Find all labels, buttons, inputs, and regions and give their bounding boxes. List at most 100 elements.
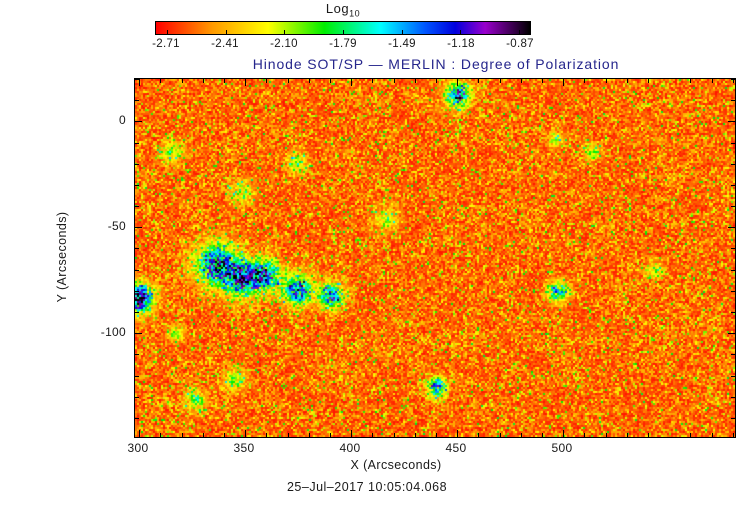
x-tick-label: 400 — [339, 441, 361, 455]
axis-tick — [135, 164, 139, 165]
axis-tick — [224, 433, 225, 437]
axis-tick — [627, 79, 628, 83]
axis-tick — [457, 79, 458, 86]
axis-tick — [500, 79, 501, 83]
axis-tick — [135, 143, 139, 144]
plot-area — [134, 78, 736, 438]
axis-tick — [330, 79, 331, 83]
axis-tick — [542, 433, 543, 437]
y-axis-label: Y (Arcseconds) — [55, 211, 69, 303]
axis-tick — [309, 433, 310, 437]
axis-tick — [478, 433, 479, 437]
axis-tick — [182, 79, 183, 83]
axis-tick — [584, 433, 585, 437]
axis-tick — [648, 79, 649, 83]
axis-tick — [182, 433, 183, 437]
axis-tick — [135, 206, 139, 207]
axis-tick — [415, 433, 416, 437]
axis-tick — [584, 79, 585, 83]
axis-tick — [478, 79, 479, 83]
axis-tick — [731, 397, 735, 398]
axis-tick — [135, 333, 142, 334]
axis-tick — [203, 433, 204, 437]
axis-tick — [135, 248, 139, 249]
axis-tick — [415, 79, 416, 83]
axis-tick — [731, 376, 735, 377]
axis-tick — [521, 433, 522, 437]
axis-tick — [135, 100, 139, 101]
axis-tick — [733, 433, 734, 437]
axis-tick — [731, 79, 735, 80]
axis-tick — [203, 79, 204, 83]
heatmap-canvas — [135, 79, 735, 437]
axis-tick — [731, 354, 735, 355]
axis-tick — [731, 100, 735, 101]
axis-tick — [606, 433, 607, 437]
x-tick-label: 450 — [445, 441, 467, 455]
axis-tick — [563, 430, 564, 437]
axis-tick — [160, 79, 161, 83]
axis-tick — [712, 433, 713, 437]
axis-tick — [135, 79, 139, 80]
x-axis-label: X (Arcseconds) — [350, 458, 442, 472]
colorbar-tick-label: -1.18 — [447, 38, 475, 50]
axis-tick — [606, 79, 607, 83]
x-tick-label: 300 — [127, 441, 149, 455]
axis-tick — [351, 79, 352, 86]
axis-tick — [266, 79, 267, 83]
colorbar-tick — [284, 30, 285, 34]
axis-tick — [372, 79, 373, 83]
colorbar-title: Log10 — [326, 1, 360, 19]
axis-tick — [731, 143, 735, 144]
axis-tick — [731, 248, 735, 249]
axis-tick — [394, 433, 395, 437]
axis-tick — [627, 433, 628, 437]
y-tick-label: 0 — [119, 113, 126, 127]
axis-tick — [731, 206, 735, 207]
axis-tick — [245, 79, 246, 86]
colorbar-tick-label: -1.79 — [329, 38, 357, 50]
axis-tick — [330, 433, 331, 437]
axis-tick — [135, 312, 139, 313]
axis-tick — [436, 79, 437, 83]
axis-tick — [728, 121, 735, 122]
colorbar-title-subscript: 10 — [349, 8, 361, 19]
colorbar-tick-label: -0.87 — [506, 38, 534, 50]
axis-tick — [648, 433, 649, 437]
axis-tick — [372, 433, 373, 437]
axis-tick — [224, 79, 225, 83]
axis-tick — [266, 433, 267, 437]
colorbar-tick — [226, 30, 227, 34]
colorbar-tick — [167, 30, 168, 34]
y-tick-label: -100 — [100, 325, 126, 339]
axis-tick — [288, 433, 289, 437]
axis-tick — [731, 418, 735, 419]
axis-tick — [139, 79, 140, 86]
colorbar-tick — [519, 30, 520, 34]
colorbar-tick — [460, 30, 461, 34]
x-tick-label: 500 — [551, 441, 573, 455]
axis-tick — [457, 430, 458, 437]
x-tick-label: 350 — [233, 441, 255, 455]
axis-tick — [731, 312, 735, 313]
axis-tick — [731, 291, 735, 292]
axis-tick — [135, 227, 142, 228]
axis-tick — [160, 433, 161, 437]
axis-tick — [135, 397, 139, 398]
colorbar — [155, 21, 531, 35]
axis-tick — [542, 79, 543, 83]
colorbar-tick — [402, 30, 403, 34]
axis-tick — [728, 227, 735, 228]
axis-tick — [135, 270, 139, 271]
axis-tick — [245, 430, 246, 437]
axis-tick — [135, 291, 139, 292]
axis-tick — [135, 121, 142, 122]
axis-tick — [690, 433, 691, 437]
axis-tick — [135, 185, 139, 186]
colorbar-tick-label: -2.71 — [152, 38, 180, 50]
axis-tick — [139, 430, 140, 437]
timestamp: 25–Jul–2017 10:05:04.068 — [286, 480, 448, 494]
axis-tick — [521, 79, 522, 83]
axis-tick — [351, 430, 352, 437]
